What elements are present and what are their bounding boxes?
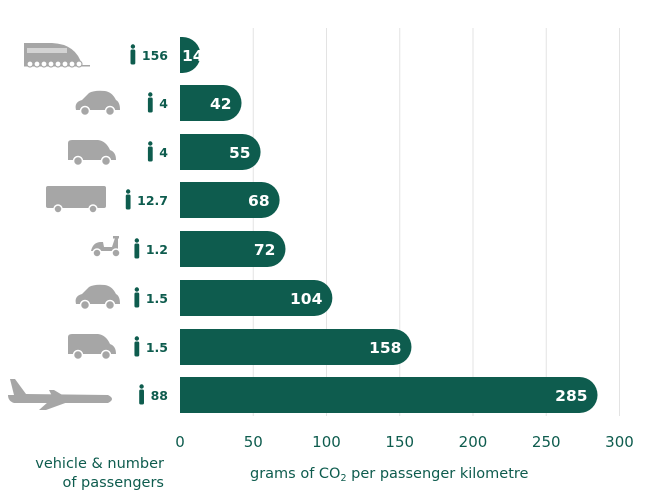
passenger-count: 12.7 xyxy=(137,193,168,208)
y-axis-title-line2: of passengers xyxy=(62,475,164,491)
person-icon xyxy=(134,336,140,357)
van-icon xyxy=(68,140,116,167)
passenger-count: 4 xyxy=(159,145,168,160)
person-icon xyxy=(147,92,153,113)
bar xyxy=(180,37,201,73)
person-icon xyxy=(139,384,144,405)
person-icon xyxy=(125,189,131,210)
bar xyxy=(180,280,333,316)
train-icon xyxy=(24,43,90,68)
x-tick-label: 150 xyxy=(385,433,414,451)
value-label: 68 xyxy=(248,192,270,210)
person-icon xyxy=(134,287,140,308)
bar xyxy=(180,134,261,170)
passenger-count: 88 xyxy=(151,388,168,403)
plane-icon xyxy=(8,379,112,410)
x-tick-label: 200 xyxy=(459,433,488,451)
x-tick-label: 300 xyxy=(605,433,634,451)
passenger-count: 1.5 xyxy=(146,340,168,355)
value-label: 104 xyxy=(290,290,323,308)
bus-icon xyxy=(46,186,106,214)
y-axis-title-line1: vehicle & number xyxy=(35,456,164,472)
bar xyxy=(180,231,286,267)
person-icon xyxy=(130,44,136,65)
value-label: 14 xyxy=(182,47,204,65)
passenger-count: 1.5 xyxy=(146,291,168,306)
van-icon xyxy=(68,334,116,361)
x-tick-label: 50 xyxy=(244,433,263,451)
passenger-count: 156 xyxy=(142,48,168,63)
x-tick-label: 250 xyxy=(532,433,561,451)
x-axis-title: grams of CO2 per passenger kilometre xyxy=(250,466,529,484)
value-label: 158 xyxy=(369,339,401,357)
bar xyxy=(180,182,280,218)
x-tick-label: 0 xyxy=(175,433,185,451)
x-tick-label: 100 xyxy=(312,433,341,451)
person-icon xyxy=(147,141,153,162)
passenger-count: 4 xyxy=(159,96,168,111)
car-icon xyxy=(75,284,120,311)
value-label: 55 xyxy=(229,144,251,162)
car-icon xyxy=(75,90,120,117)
scooter-icon xyxy=(91,236,121,258)
bar xyxy=(180,85,242,121)
value-label: 42 xyxy=(210,95,232,113)
bar xyxy=(180,329,412,365)
bar xyxy=(180,377,598,413)
person-icon xyxy=(134,238,140,259)
passenger-count: 1.2 xyxy=(146,242,168,257)
value-label: 72 xyxy=(254,241,276,259)
value-label: 285 xyxy=(555,387,587,405)
